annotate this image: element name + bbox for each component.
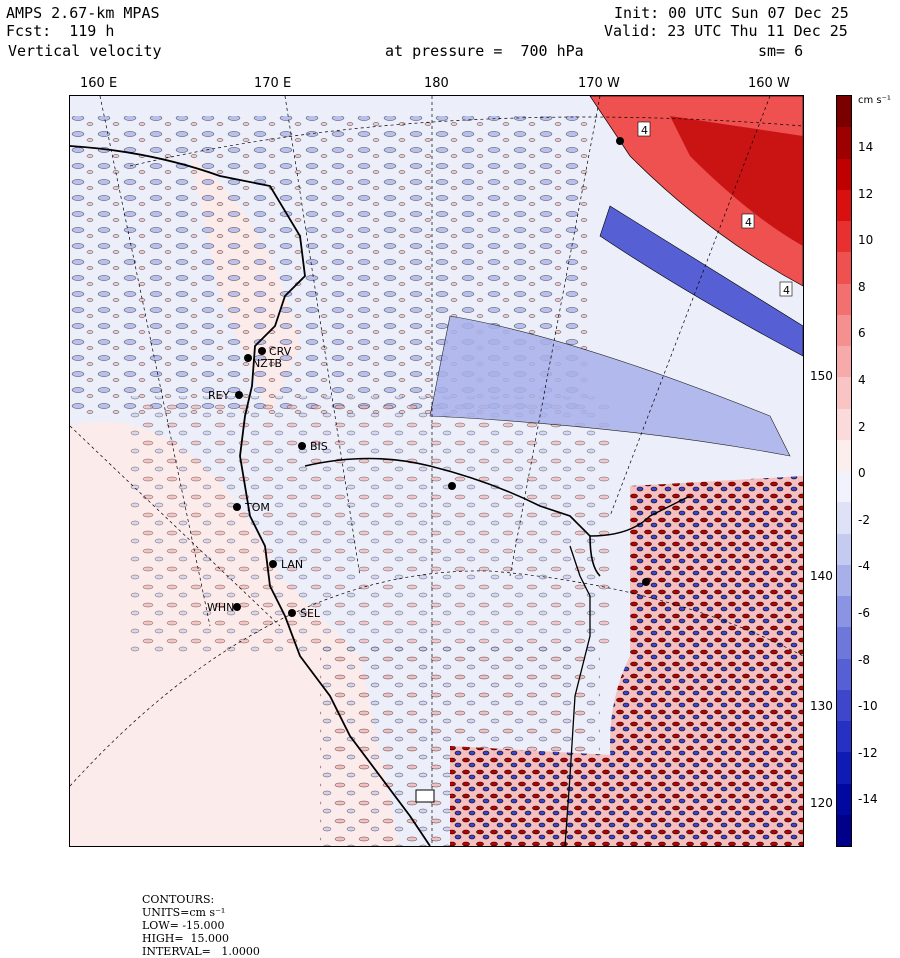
station-tom-marker[interactable] xyxy=(233,503,241,511)
lon-label-180: 180 xyxy=(424,76,449,91)
descent-streak-northeast xyxy=(599,205,803,357)
colorbar-cell xyxy=(837,721,851,753)
lon-label-160w: 160 W xyxy=(748,76,790,91)
colorbar-cell xyxy=(837,314,851,346)
colorbar-cell xyxy=(837,627,851,659)
contour-labels: 4 4 4 xyxy=(637,121,793,297)
contour-label-4c: 4 xyxy=(783,284,790,297)
station-rey-marker[interactable] xyxy=(235,391,243,399)
footer-high: HIGH= 15.000 xyxy=(142,932,230,945)
colorbar-tick-label: 14 xyxy=(858,140,874,154)
coastline-victoria-land xyxy=(70,145,431,846)
descent-band xyxy=(429,315,791,457)
station-markers: CRV NZTB REY BIS TOM LAN WHN SEL xyxy=(207,137,650,803)
colorbar-units: cm s⁻¹ xyxy=(858,95,891,106)
colorbar-cell xyxy=(837,439,851,471)
footer-interval: INTERVAL= 1.0000 xyxy=(142,945,260,958)
station-crv-label: CRV xyxy=(269,345,292,358)
station-whn-label: WHN xyxy=(207,601,234,614)
station-lan-marker[interactable] xyxy=(269,560,277,568)
colorbar-tick-label: 2 xyxy=(858,419,866,434)
station-whn-marker[interactable] xyxy=(233,603,241,611)
vertical-velocity-map: CRV NZTB REY BIS TOM LAN WHN SEL 4 xyxy=(70,96,803,846)
colorbar-cell xyxy=(837,658,851,690)
station-sel-marker[interactable] xyxy=(288,609,296,617)
station-ne-marker[interactable] xyxy=(616,137,624,145)
ascent-core-northeast xyxy=(670,116,803,246)
colorbar-tick-label: -12 xyxy=(858,745,878,760)
smoothing: sm= 6 xyxy=(758,42,804,60)
lon-label-160e: 160 E xyxy=(80,76,118,91)
colorbar-cell xyxy=(837,783,851,815)
graticule xyxy=(70,96,803,846)
colorbar-cell xyxy=(837,377,851,409)
colorbar xyxy=(836,95,852,847)
colorbar-tick-label: -10 xyxy=(858,699,878,714)
mountain-wave-south xyxy=(450,746,630,846)
colorbar-tick-label: 12 xyxy=(858,186,874,201)
station-mbl-marker[interactable] xyxy=(642,578,650,586)
footer-units: UNITS=cm s⁻¹ xyxy=(142,906,226,919)
station-nztb-label: NZTB xyxy=(252,357,282,370)
colorbar-cell xyxy=(837,346,851,378)
colorbar-tick-label: -2 xyxy=(858,512,870,527)
colorbar-cell xyxy=(837,596,851,628)
colorbar-cell xyxy=(837,689,851,721)
colorbar-cell xyxy=(837,408,851,440)
lon-label-170w: 170 W xyxy=(578,76,620,91)
valid-time: Valid: 23 UTC Thu 11 Dec 25 xyxy=(604,22,848,40)
station-nztb-marker[interactable] xyxy=(244,354,252,362)
model-title: AMPS 2.67-km MPAS xyxy=(6,4,160,22)
colorbar-cell xyxy=(837,814,851,846)
footer-low: LOW= -15.000 xyxy=(142,919,225,932)
colorbar-cell xyxy=(837,502,851,534)
forecast-hour: Fcst: 119 h xyxy=(6,22,115,40)
station-crv-marker[interactable] xyxy=(258,347,266,355)
colorbar-cell xyxy=(837,221,851,253)
station-sel-label: SEL xyxy=(300,607,321,620)
colorbar-cell xyxy=(837,533,851,565)
lon-label-170e: 170 E xyxy=(254,76,292,91)
colorbar-cell xyxy=(837,252,851,284)
colorbar-tick-label: 8 xyxy=(858,279,866,294)
noise-field-mixed xyxy=(130,396,610,656)
station-rey-label: REY xyxy=(208,389,230,402)
map-panel: CRV NZTB REY BIS TOM LAN WHN SEL 4 xyxy=(69,95,804,847)
colorbar-tick-label: 10 xyxy=(858,233,874,248)
colorbar-cell xyxy=(837,127,851,159)
pressure-level: at pressure = 700 hPa xyxy=(385,42,584,60)
colorbar-cell xyxy=(837,471,851,503)
colorbar-cell xyxy=(837,283,851,315)
colorbar-cell xyxy=(837,564,851,596)
colorbar-cell xyxy=(837,158,851,190)
colorbar-cell xyxy=(837,189,851,221)
station-bis-marker[interactable] xyxy=(298,442,306,450)
station-box-marker xyxy=(415,789,435,803)
contour-label-4a: 4 xyxy=(641,124,648,137)
colorbar-cell xyxy=(837,752,851,784)
colorbar-tick-label: -8 xyxy=(858,652,870,667)
station-bis-label: BIS xyxy=(310,440,328,453)
colorbar-tick-label: -4 xyxy=(858,559,870,574)
coastline-marie-byrd xyxy=(589,495,691,537)
contour-info: CONTOURS: UNITS=cm s⁻¹ LOW= -15.000 HIGH… xyxy=(135,880,260,958)
station-tom-label: TOM xyxy=(244,501,270,514)
colorbar-tick-label: -6 xyxy=(858,606,870,620)
colorbar-tick-label: -14 xyxy=(858,792,878,807)
colorbar-tick-label: 6 xyxy=(858,326,866,341)
colorbar-cell xyxy=(837,96,851,128)
ross-ice-shelf-edge xyxy=(304,457,601,577)
grounding-line xyxy=(564,545,591,846)
contour-label-4b: 4 xyxy=(745,216,752,229)
station-rossice-marker[interactable] xyxy=(448,482,456,490)
field-name: Vertical velocity xyxy=(8,42,162,60)
station-lan-label: LAN xyxy=(281,558,303,571)
init-time: Init: 00 UTC Sun 07 Dec 25 xyxy=(614,4,849,22)
mountain-wave-region xyxy=(610,476,803,846)
colorbar-tick-label: 0 xyxy=(858,466,866,481)
colorbar-tick-label: 4 xyxy=(858,373,866,387)
